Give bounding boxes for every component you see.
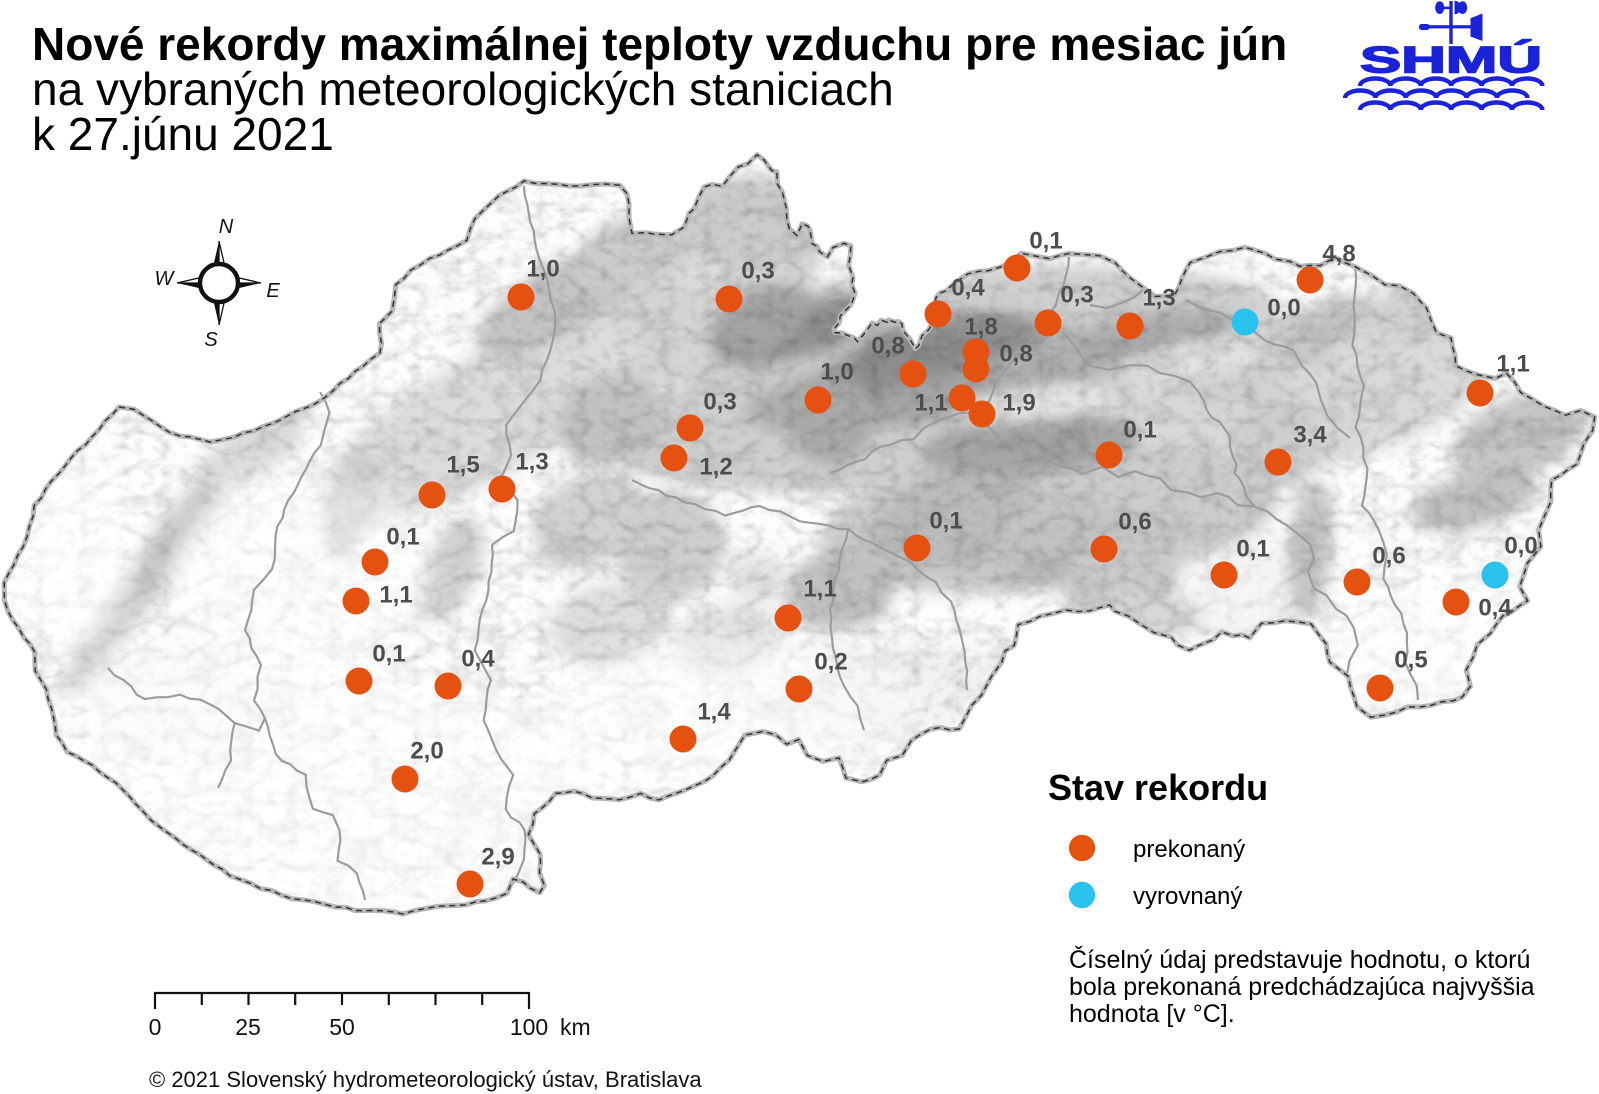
svg-text:0,3: 0,3 — [741, 258, 774, 285]
svg-text:0,6: 0,6 — [1372, 543, 1405, 570]
svg-text:© 2021 Slovenský hydrometeorol: © 2021 Slovenský hydrometeorologický úst… — [149, 1067, 702, 1092]
svg-text:1,0: 1,0 — [526, 256, 559, 283]
svg-text:Číselný údaj predstavuje hodno: Číselný údaj predstavuje hodnotu, o ktor… — [1069, 945, 1530, 974]
svg-text:0,0: 0,0 — [1504, 533, 1537, 560]
svg-text:1,2: 1,2 — [699, 454, 732, 481]
svg-text:0,8: 0,8 — [871, 333, 904, 360]
svg-text:3,4: 3,4 — [1293, 422, 1327, 449]
svg-text:1,3: 1,3 — [1142, 285, 1175, 312]
svg-text:1,5: 1,5 — [446, 452, 479, 479]
svg-text:prekonaný: prekonaný — [1133, 836, 1245, 863]
svg-text:2,0: 2,0 — [410, 738, 443, 765]
svg-text:vyrovnaný: vyrovnaný — [1133, 883, 1242, 910]
svg-text:km: km — [560, 1014, 591, 1040]
svg-text:0,1: 0,1 — [386, 524, 419, 551]
svg-text:0: 0 — [149, 1014, 162, 1040]
svg-text:0,4: 0,4 — [1478, 595, 1512, 622]
svg-text:Stav rekordu: Stav rekordu — [1048, 767, 1268, 808]
svg-text:na vybraných meteorologických: na vybraných meteorologických staniciach — [32, 63, 894, 115]
svg-text:0,6: 0,6 — [1118, 509, 1151, 536]
svg-text:W: W — [155, 268, 176, 290]
svg-text:100: 100 — [510, 1014, 548, 1040]
svg-text:E: E — [266, 280, 280, 302]
svg-text:1,1: 1,1 — [803, 576, 836, 603]
svg-text:0,1: 0,1 — [929, 508, 962, 535]
svg-text:1,0: 1,0 — [820, 359, 853, 386]
svg-text:1,1: 1,1 — [1496, 351, 1529, 378]
svg-text:1,9: 1,9 — [1002, 390, 1035, 417]
svg-text:hodnota [v °C].: hodnota [v °C]. — [1069, 1000, 1235, 1028]
svg-text:0,4: 0,4 — [461, 646, 495, 673]
svg-text:1,1: 1,1 — [379, 582, 412, 609]
svg-text:0,1: 0,1 — [1123, 417, 1156, 444]
svg-text:0,3: 0,3 — [1060, 282, 1093, 309]
svg-text:0,2: 0,2 — [814, 649, 847, 676]
svg-text:k 27.júnu 2021: k 27.júnu 2021 — [32, 108, 334, 160]
svg-text:1,8: 1,8 — [964, 314, 997, 341]
svg-text:bola prekonaná predchádzajúca: bola prekonaná predchádzajúca najvyššia — [1069, 973, 1535, 1001]
svg-text:50: 50 — [329, 1014, 355, 1040]
svg-text:0,1: 0,1 — [1029, 228, 1062, 255]
svg-text:N: N — [219, 216, 234, 238]
svg-text:1,3: 1,3 — [515, 449, 548, 476]
svg-text:Nové rekordy maximálnej teplot: Nové rekordy maximálnej teploty vzduchu … — [32, 18, 1287, 70]
svg-text:0,8: 0,8 — [999, 341, 1032, 368]
svg-text:2,9: 2,9 — [481, 844, 514, 871]
svg-text:0,3: 0,3 — [703, 389, 736, 416]
svg-text:0,5: 0,5 — [1394, 647, 1427, 674]
svg-text:0,1: 0,1 — [372, 641, 405, 668]
svg-text:0,1: 0,1 — [1236, 536, 1269, 563]
svg-text:1,1: 1,1 — [914, 390, 947, 417]
svg-text:0,0: 0,0 — [1267, 295, 1300, 322]
svg-text:25: 25 — [235, 1014, 261, 1040]
svg-text:1,4: 1,4 — [697, 699, 731, 726]
svg-text:4,8: 4,8 — [1322, 241, 1355, 268]
svg-text:S: S — [204, 329, 218, 351]
svg-text:0,4: 0,4 — [951, 275, 985, 302]
svg-text:SHMÚ: SHMÚ — [1360, 39, 1542, 81]
